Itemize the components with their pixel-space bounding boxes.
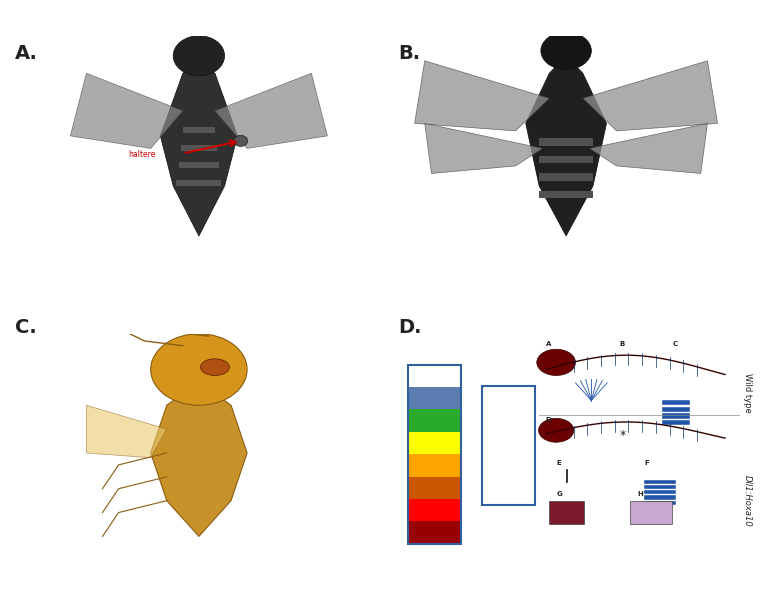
Text: C.: C. — [15, 318, 37, 337]
Polygon shape — [425, 123, 542, 173]
Bar — [409, 409, 461, 432]
Bar — [482, 386, 535, 505]
Text: B: B — [620, 341, 625, 347]
Text: A: A — [545, 341, 551, 347]
Circle shape — [537, 349, 575, 375]
Bar — [409, 521, 461, 544]
Bar — [409, 499, 461, 521]
Bar — [409, 365, 461, 544]
Text: H: H — [637, 491, 643, 497]
Text: E: E — [556, 460, 561, 466]
Text: C: C — [672, 341, 677, 347]
Polygon shape — [70, 73, 183, 148]
Bar — [644, 495, 675, 499]
Polygon shape — [539, 156, 593, 163]
Circle shape — [539, 418, 574, 442]
Polygon shape — [415, 61, 549, 131]
Polygon shape — [215, 73, 327, 148]
Bar — [409, 432, 461, 454]
Text: Wild type: Wild type — [743, 374, 752, 413]
Bar — [662, 420, 690, 426]
Polygon shape — [86, 405, 167, 458]
Circle shape — [173, 36, 225, 76]
Bar — [662, 414, 690, 418]
Polygon shape — [183, 127, 215, 134]
Text: A.: A. — [15, 44, 38, 63]
Polygon shape — [177, 180, 221, 186]
Text: D: D — [545, 417, 552, 423]
Text: *: * — [620, 429, 626, 442]
Bar — [644, 480, 675, 484]
Text: D.: D. — [398, 318, 422, 337]
Circle shape — [233, 135, 248, 147]
Bar — [409, 454, 461, 477]
Bar — [644, 485, 675, 489]
Text: Dll1:Hoxa10: Dll1:Hoxa10 — [743, 475, 752, 526]
Bar — [409, 365, 461, 387]
Bar — [630, 501, 672, 524]
Polygon shape — [526, 56, 607, 236]
Bar — [409, 387, 461, 409]
Polygon shape — [590, 123, 708, 173]
Bar — [409, 477, 461, 499]
Polygon shape — [539, 138, 593, 146]
Bar — [644, 501, 675, 505]
Polygon shape — [539, 191, 593, 198]
Text: haltere: haltere — [129, 150, 155, 159]
Text: B.: B. — [398, 44, 420, 63]
Polygon shape — [178, 162, 220, 169]
Polygon shape — [539, 173, 593, 181]
Bar — [662, 406, 690, 412]
Ellipse shape — [200, 359, 230, 375]
Text: G: G — [556, 491, 562, 497]
Circle shape — [151, 334, 247, 405]
Bar — [662, 400, 690, 405]
Polygon shape — [151, 381, 247, 536]
Bar — [549, 501, 584, 524]
Bar — [644, 490, 675, 495]
Circle shape — [541, 32, 591, 70]
Polygon shape — [181, 145, 217, 151]
Polygon shape — [583, 61, 718, 131]
Polygon shape — [161, 61, 237, 236]
Text: F: F — [644, 460, 649, 466]
